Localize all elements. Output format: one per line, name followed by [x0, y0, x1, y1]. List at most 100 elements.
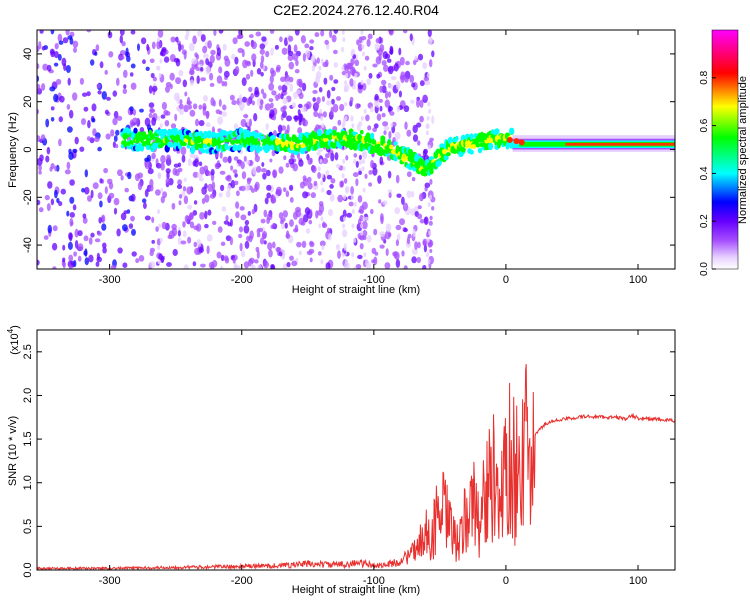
- noise-blob: [272, 169, 278, 178]
- noise-blob: [349, 96, 354, 103]
- noise-blob: [82, 217, 88, 224]
- noise-streak: [360, 223, 364, 229]
- noise-blob: [104, 186, 108, 195]
- y-tick-label: -20: [22, 189, 34, 205]
- noise-blob: [156, 40, 161, 50]
- noise-blob: [249, 118, 252, 127]
- noise-blob: [166, 262, 172, 267]
- noise-blob: [267, 242, 273, 251]
- signal-blob: [475, 142, 481, 148]
- noise-blob: [401, 196, 405, 205]
- noise-blob: [379, 105, 383, 112]
- noise-blob: [119, 35, 124, 44]
- noise-blob: [105, 133, 111, 140]
- signal-blob: [266, 145, 271, 152]
- noise-streak: [426, 252, 430, 258]
- signal-blob: [181, 141, 187, 147]
- noise-blob: [90, 59, 95, 66]
- noise-blob: [37, 83, 41, 92]
- noise-blob: [184, 91, 188, 97]
- colorbar-tick-label: 0.2: [699, 214, 710, 228]
- noise-blob: [286, 262, 291, 268]
- noise-blob: [429, 178, 433, 185]
- noise-blob: [342, 229, 348, 238]
- noise-blob: [275, 94, 279, 101]
- noise-blob: [243, 155, 247, 162]
- noise-blob: [355, 264, 362, 269]
- noise-blob: [265, 123, 269, 130]
- noise-blob: [387, 65, 394, 75]
- noise-blob: [382, 200, 388, 206]
- noise-blob: [176, 95, 180, 105]
- noise-blob: [381, 112, 386, 118]
- noise-blob: [66, 210, 70, 217]
- noise-blob: [417, 213, 423, 220]
- noise-blob: [262, 260, 269, 269]
- noise-blob: [97, 90, 102, 95]
- noise-streak: [318, 65, 322, 71]
- signal-blob: [211, 131, 217, 138]
- noise-blob: [308, 248, 315, 254]
- noise-blob: [323, 77, 328, 85]
- noise-blob: [357, 43, 363, 52]
- noise-blob: [51, 242, 58, 251]
- noise-blob: [388, 106, 393, 112]
- noise-blob: [282, 97, 288, 105]
- noise-blob: [47, 181, 53, 189]
- peak-blob: [518, 139, 525, 146]
- noise-blob: [69, 196, 75, 204]
- noise-blob: [278, 124, 283, 134]
- noise-blob: [406, 129, 412, 137]
- noise-blob: [257, 264, 262, 269]
- noise-blob: [67, 35, 73, 40]
- noise-blob: [217, 226, 223, 233]
- noise-blob: [79, 146, 85, 152]
- noise-blob: [238, 233, 243, 239]
- noise-blob: [175, 36, 179, 43]
- signal-blob: [224, 143, 229, 148]
- noise-blob: [359, 243, 364, 250]
- noise-streak: [360, 30, 364, 35]
- noise-blob: [198, 120, 205, 127]
- noise-blob: [226, 175, 232, 182]
- noise-blob: [204, 194, 210, 203]
- snr-ticks: -300 -200 -100 0 100 0.0 0.5 1.0 1.5 2.0 2.5: [22, 330, 675, 587]
- noise-blob: [52, 225, 58, 232]
- noise-blob: [81, 188, 86, 193]
- noise-blob: [326, 89, 331, 99]
- noise-blob: [396, 106, 401, 112]
- x-tick-label: 100: [629, 575, 647, 587]
- signal-blob: [293, 149, 299, 156]
- noise-blob: [304, 49, 311, 59]
- noise-blob: [406, 190, 412, 199]
- noise-blob: [352, 172, 359, 178]
- noise-blob: [122, 262, 128, 269]
- noise-streak: [428, 108, 432, 114]
- noise-blob: [135, 258, 140, 264]
- noise-blob: [39, 30, 44, 34]
- noise-blob: [189, 221, 195, 229]
- signal-blob: [357, 133, 363, 142]
- noise-blob: [357, 195, 363, 203]
- noise-streak: [362, 216, 366, 222]
- noise-blob: [405, 60, 410, 66]
- noise-blob: [383, 64, 389, 72]
- noise-blob: [423, 244, 427, 253]
- noise-blob: [268, 98, 274, 103]
- noise-blob: [419, 99, 424, 109]
- noise-blob: [161, 101, 167, 110]
- noise-blob: [324, 39, 330, 45]
- noise-blob: [410, 208, 416, 216]
- noise-blob: [284, 74, 290, 83]
- noise-blob: [53, 93, 59, 103]
- noise-blob: [262, 172, 267, 180]
- noise-blob: [280, 93, 284, 100]
- noise-blob: [54, 165, 58, 172]
- noise-blob: [373, 256, 378, 266]
- noise-blob: [289, 255, 294, 261]
- noise-blob: [144, 160, 150, 170]
- noise-blob: [302, 191, 309, 199]
- noise-blob: [191, 58, 198, 65]
- noise-blob: [403, 30, 408, 34]
- noise-blob: [198, 104, 203, 110]
